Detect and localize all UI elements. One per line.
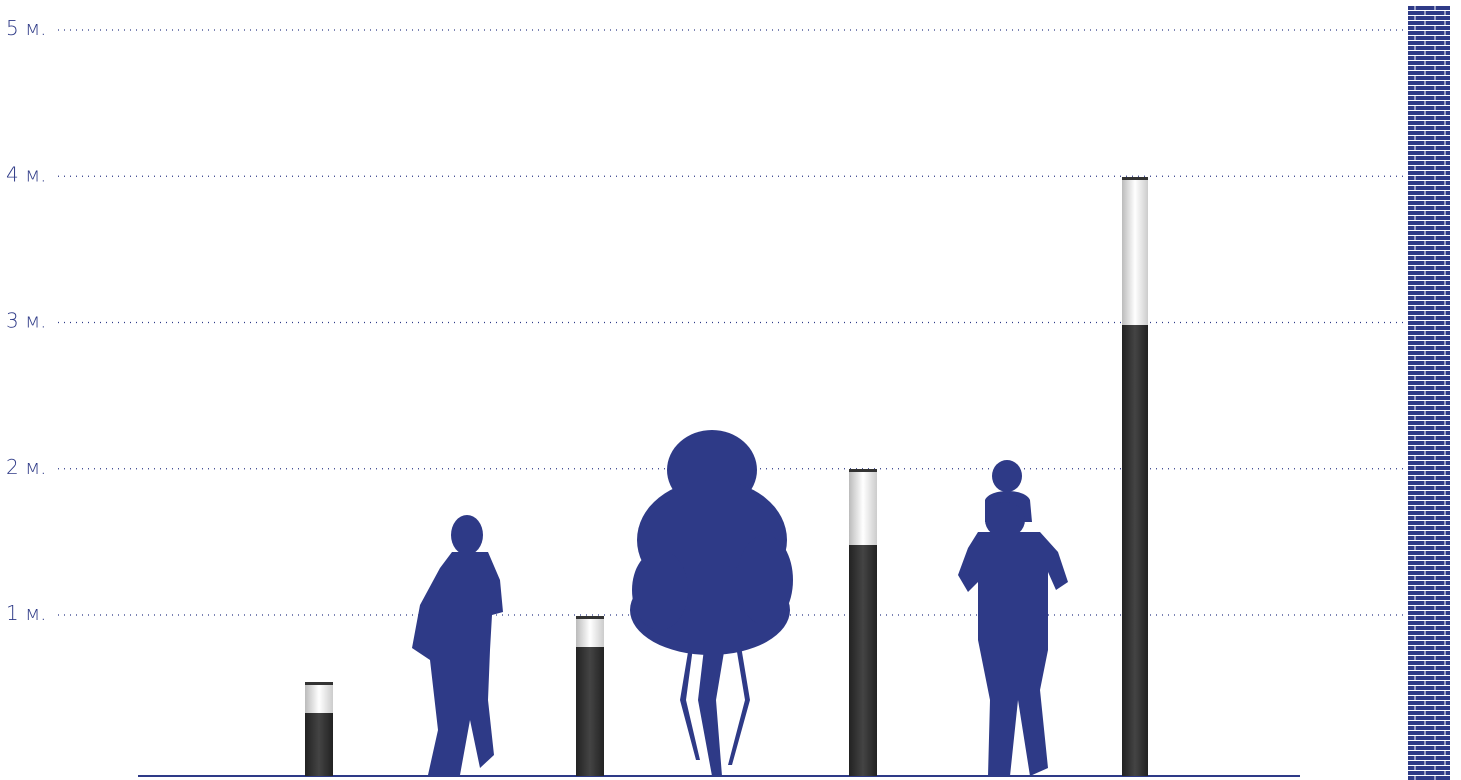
scale-label: 3 м.	[6, 309, 47, 333]
scale-label: 5 м.	[6, 16, 47, 40]
tree-silhouette	[630, 430, 793, 776]
bollard-tall	[849, 469, 877, 776]
scale-label: 4 м.	[6, 162, 47, 186]
brick-wall	[1408, 5, 1450, 780]
bollard-medium	[576, 616, 604, 776]
woman-silhouette	[412, 515, 503, 775]
scale-label: 1 м.	[6, 601, 47, 625]
adult-with-child-silhouette	[958, 460, 1068, 776]
scale-label: 2 м.	[6, 455, 47, 479]
scale: 5 м. 4 м. 3 м. 2 м. 1 м.	[6, 16, 1405, 625]
lamp-post	[1122, 177, 1148, 776]
bollard-small	[305, 682, 333, 776]
